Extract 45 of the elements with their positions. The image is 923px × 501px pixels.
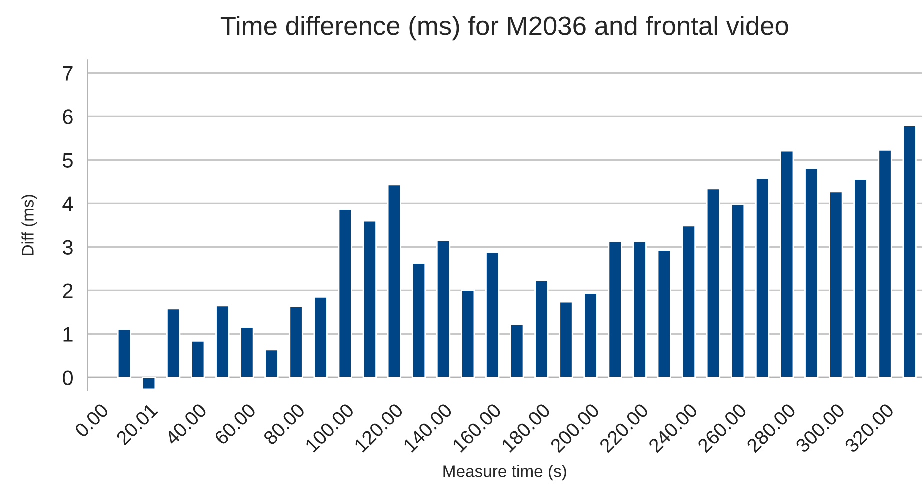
bar [854, 178, 868, 378]
bar [240, 326, 254, 378]
bar [584, 292, 598, 378]
y-tick-label: 1 [64, 327, 73, 342]
bar [780, 150, 794, 378]
bar [632, 240, 647, 378]
y-axis-title: Diff (ms) [22, 195, 38, 256]
bar [559, 301, 574, 378]
bar [142, 377, 156, 390]
bar [486, 252, 500, 378]
bar [387, 184, 402, 378]
bar [510, 324, 524, 378]
bar [755, 178, 770, 378]
bar [706, 188, 721, 378]
bar [412, 262, 426, 378]
y-tick-label: 2 [63, 284, 73, 298]
y-tick-label: 4 [62, 196, 74, 212]
bar [804, 168, 819, 378]
bar [117, 328, 132, 378]
bar [829, 191, 844, 378]
bar [878, 149, 892, 378]
bar [534, 280, 549, 378]
bar [264, 349, 279, 378]
bar [436, 240, 451, 378]
bar [608, 240, 622, 378]
bar [191, 340, 206, 378]
bar [216, 305, 230, 378]
x-tick-label: 0.00 [74, 402, 110, 438]
chart-title: Time difference (ms) for M2036 and frontal video [220, 16, 788, 41]
bar [362, 220, 377, 378]
y-tick-label: 3 [63, 240, 73, 255]
bar [289, 306, 304, 378]
bar [314, 296, 328, 378]
bar [682, 225, 696, 378]
y-tick-label: 6 [63, 110, 73, 124]
bar [730, 204, 746, 378]
bar [338, 208, 352, 378]
x-axis-title: Measure time (s) [444, 465, 566, 481]
y-tick-label: 7 [63, 66, 73, 81]
y-tick-label: 0 [63, 370, 73, 386]
bar [657, 250, 672, 378]
bar [460, 290, 476, 378]
y-tick-label: 5 [63, 153, 73, 168]
bar [166, 308, 181, 378]
bar [902, 125, 917, 378]
